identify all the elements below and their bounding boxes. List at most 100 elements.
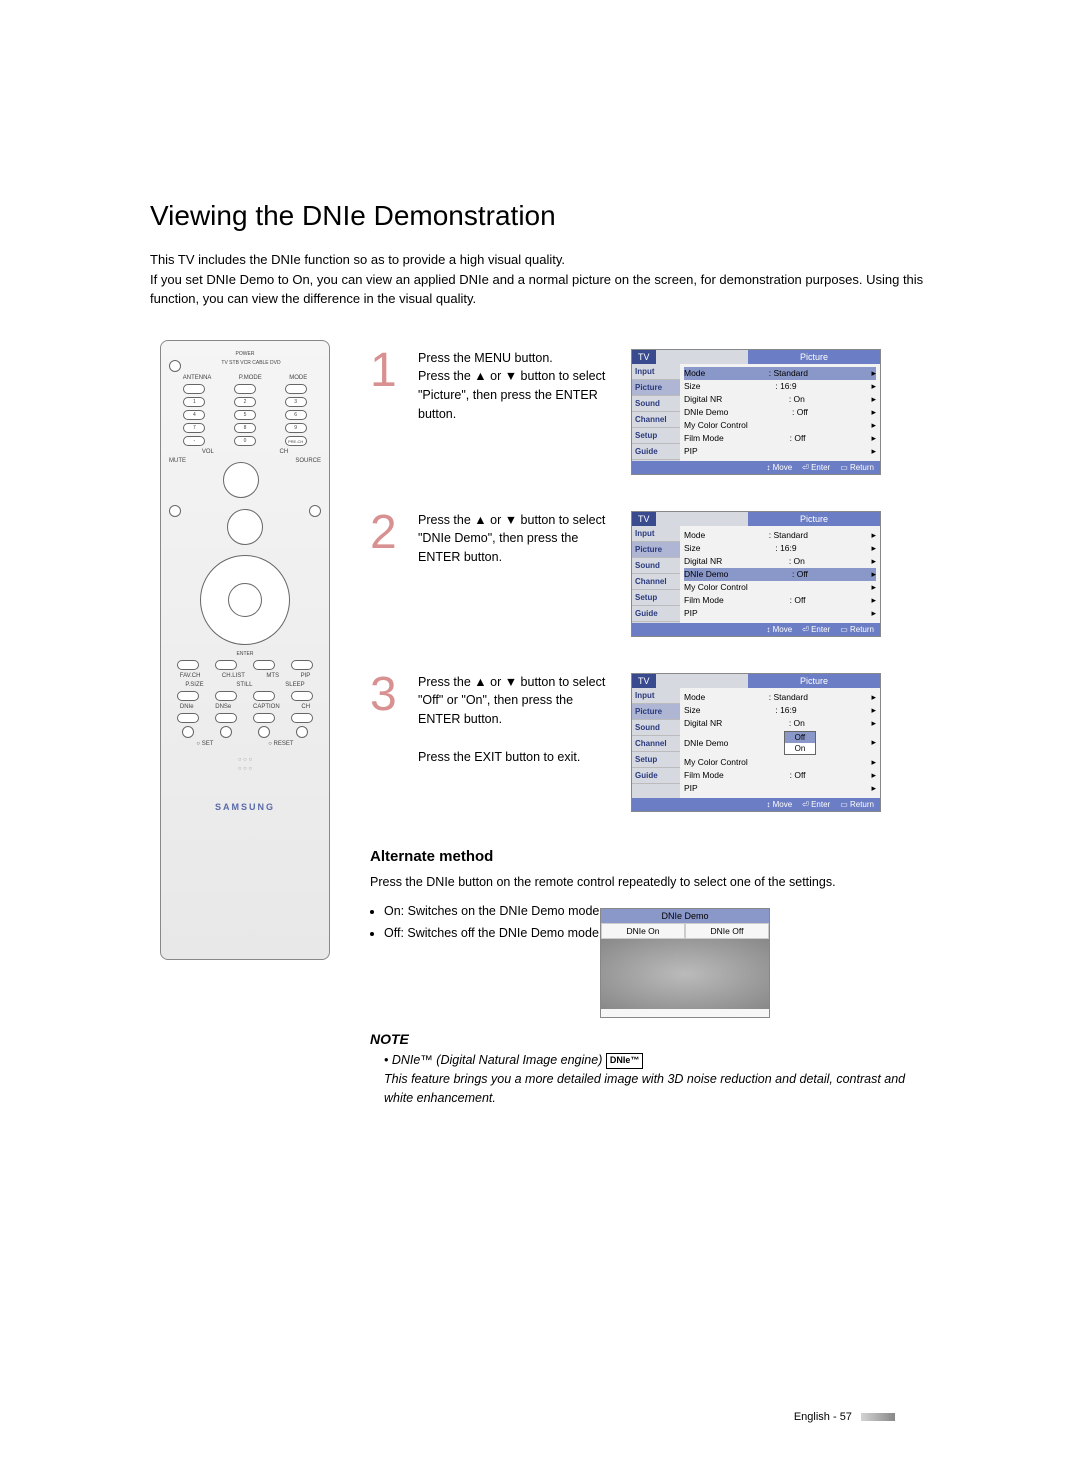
page-footer: English - 57 [794, 1411, 895, 1423]
chevron-right-icon: ▸ [871, 757, 876, 768]
remote-button [215, 691, 237, 701]
remote-num: 7 [183, 423, 205, 433]
osd-side-item: Sound [632, 720, 680, 736]
chevron-right-icon: ▸ [871, 783, 876, 794]
dnie-demo-preview: DNIe Demo DNIe On DNIe Off [600, 908, 770, 1018]
osd-foot-hint: ▭ Return [840, 625, 874, 634]
chevron-right-icon: ▸ [871, 582, 876, 593]
step-row: 3Press the ▲ or ▼ button to select "Off"… [370, 673, 930, 812]
osd-side-item: Channel [632, 736, 680, 752]
osd-side-item: Picture [632, 704, 680, 720]
osd-foot-hint: ⏎ Enter [802, 463, 830, 472]
osd-corner: TV [632, 512, 656, 526]
remote-pmode-label: P.MODE [239, 375, 262, 381]
remote-bottom-labels2: P.SIZESTILLSLEEP [169, 682, 321, 688]
remote-source-label: SOURCE [295, 458, 321, 502]
step-number: 1 [370, 349, 400, 392]
osd-side-item: Guide [632, 444, 680, 460]
step-text: Press the MENU button. Press the ▲ or ▼ … [418, 349, 613, 424]
remote-rocker [223, 462, 259, 498]
note-body: • DNIe™ (Digital Natural Image engine) D… [370, 1051, 930, 1107]
steps-column: 1 Press the MENU button. Press the ▲ or ▼… [370, 349, 930, 812]
osd-footer: ↕ Move⏎ Enter▭ Return [632, 461, 880, 474]
remote-control-illustration: POWER TV STB VCR CABLE DVD ANTENNA P.MOD… [160, 340, 330, 960]
osd-menu-line: Film Mode: Off▸ [684, 769, 876, 782]
remote-volch-row: VOLCH [169, 449, 321, 455]
remote-button [253, 660, 275, 670]
remote-button [234, 384, 256, 394]
osd-side-item: Input [632, 364, 680, 380]
osd-menu-line: PIP▸ [684, 607, 876, 620]
osd-side-item: Setup [632, 428, 680, 444]
remote-antenna-label: ANTENNA [183, 375, 212, 381]
osd-dropdown-option: On [785, 743, 816, 754]
osd-main-panel: Mode: Standard▸Size: 16:9▸Digital NR: On… [680, 526, 880, 623]
remote-enter-label: ENTER [169, 651, 321, 657]
chevron-right-icon: ▸ [871, 368, 876, 379]
chevron-right-icon: ▸ [871, 433, 876, 444]
step-text: Press the ▲ or ▼ button to select "DNIe … [418, 511, 613, 567]
remote-num: PRE-CH [285, 436, 307, 446]
chevron-right-icon: ▸ [871, 530, 876, 541]
osd-side-item: Sound [632, 558, 680, 574]
alternate-section: Alternate method Press the DNIe button o… [370, 848, 930, 1108]
osd-menu-line: Size: 16:9▸ [684, 380, 876, 393]
osd-menu-line: DNIe Demo: Off▸ [684, 568, 876, 581]
remote-setreset: ○ SET○ RESET [169, 741, 321, 747]
osd-title: Picture [748, 512, 880, 526]
note-heading: NOTE [370, 1031, 930, 1047]
remote-transport [296, 726, 308, 738]
remote-transport [220, 726, 232, 738]
remote-num: 1 [183, 397, 205, 407]
osd-sidebar: InputPictureSoundChannelSetupGuide [632, 526, 680, 623]
osd-side-item: Input [632, 688, 680, 704]
osd-side-item: Picture [632, 380, 680, 396]
osd-side-item: Sound [632, 396, 680, 412]
chevron-right-icon: ▸ [871, 737, 876, 748]
remote-label-row: ANTENNA P.MODE MODE [169, 375, 321, 381]
osd-side-item: Channel [632, 412, 680, 428]
chevron-right-icon: ▸ [871, 770, 876, 781]
osd-footer: ↕ Move⏎ Enter▭ Return [632, 798, 880, 811]
osd-menu-line: Digital NR: On▸ [684, 393, 876, 406]
osd-side-item: Guide [632, 606, 680, 622]
footer-lang: English [794, 1411, 830, 1423]
remote-num: 8 [234, 423, 256, 433]
osd-menu-line: Mode: Standard▸ [684, 529, 876, 542]
dnie-on-label: DNIe On [601, 923, 685, 939]
remote-rocker [227, 509, 263, 545]
remote-button [177, 713, 199, 723]
remote-mode-row: TV STB VCR CABLE DVD [181, 360, 321, 372]
remote-button [177, 691, 199, 701]
remote-power-label: POWER [169, 351, 321, 357]
osd-foot-hint: ↕ Move [766, 800, 792, 809]
osd-menu-line: PIP▸ [684, 782, 876, 795]
remote-mute-label: MUTE [169, 458, 186, 502]
osd-sidebar: InputPictureSoundChannelSetupGuide [632, 688, 680, 798]
osd-corner: TV [632, 350, 656, 364]
osd-side-item: Picture [632, 542, 680, 558]
remote-dpad [200, 555, 290, 645]
osd-menu-line: DNIe DemoOffOn▸ [684, 730, 876, 756]
step-number: 2 [370, 511, 400, 554]
osd-screenshot: TVPictureInputPictureSoundChannelSetupGu… [631, 511, 881, 637]
osd-menu-line: DNIe Demo: Off▸ [684, 406, 876, 419]
osd-menu-line: Mode: Standard▸ [684, 367, 876, 380]
osd-main-panel: Mode: Standard▸Size: 16:9▸Digital NR: On… [680, 364, 880, 461]
chevron-right-icon: ▸ [871, 718, 876, 729]
intro-paragraph: This TV includes the DNIe function so as… [150, 250, 930, 309]
remote-transport [182, 726, 194, 738]
remote-button [215, 713, 237, 723]
chevron-right-icon: ▸ [871, 608, 876, 619]
chevron-right-icon: ▸ [871, 543, 876, 554]
remote-brand-logo: SAMSUNG [169, 802, 321, 812]
remote-bottom-labels: FAV.CHCH.LISTMTSPIP [169, 673, 321, 679]
remote-num: 0 [234, 436, 256, 446]
remote-bottom-labels3: DNIeDNSeCAPTIONCH [169, 704, 321, 710]
osd-title: Picture [748, 350, 880, 364]
remote-num: 9 [285, 423, 307, 433]
remote-button [215, 660, 237, 670]
power-icon [169, 360, 181, 372]
remote-button [253, 691, 275, 701]
osd-footer: ↕ Move⏎ Enter▭ Return [632, 623, 880, 636]
